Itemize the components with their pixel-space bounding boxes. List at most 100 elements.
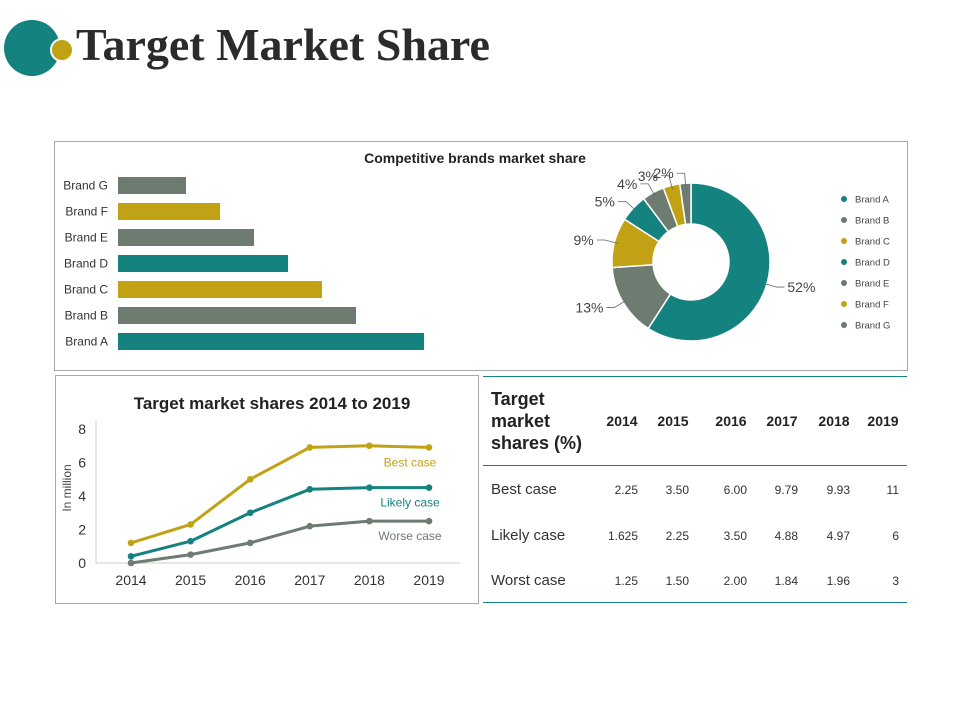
point-best-case-2014	[127, 539, 135, 547]
point-worse-case-2019	[425, 517, 433, 525]
table-bottom-rule	[483, 602, 907, 603]
table-cell: 4.97	[826, 529, 850, 543]
table-cell: 2.25	[665, 529, 689, 543]
donut-leader-brand-e	[640, 183, 656, 197]
bar-label-brand-f: Brand F	[65, 205, 108, 219]
bar-label-brand-b: Brand B	[65, 309, 108, 323]
table-row-label: Likely case	[491, 527, 566, 544]
line-worse-case	[130, 519, 429, 565]
legend-marker-brand-c	[841, 238, 847, 244]
bar-label-brand-g: Brand G	[63, 179, 108, 193]
bar-series: Brand G Brand F Brand E Brand D Brand C Brand…	[63, 177, 424, 350]
y-tick-4: 4	[78, 488, 86, 504]
table-cell: 3.50	[723, 529, 747, 543]
donut-leader-brand-c	[596, 239, 619, 244]
table-year-2016: 2016	[715, 413, 747, 429]
table-cell: 1.625	[607, 529, 638, 543]
point-best-case-2015	[187, 521, 194, 528]
point-worse-case-2017	[306, 522, 314, 530]
donut-legend: Brand A Brand B Brand C Brand D Brand E Brand…	[841, 195, 890, 332]
donut-chart: 52% 13% 9% 5%4%3%2%	[574, 165, 815, 342]
x-tick-2019: 2019	[413, 572, 444, 588]
table-cell: 9.79	[774, 483, 798, 497]
donut-leader-brand-f	[660, 175, 673, 190]
table-year-2019: 2019	[867, 413, 899, 429]
legend-label-brand-b: Brand B	[855, 216, 889, 227]
table-cell: 4.88	[774, 529, 798, 543]
line-best-case	[130, 444, 430, 545]
line-chart-title: Target market shares 2014 to 2019	[134, 394, 411, 413]
y-tick-6: 6	[78, 455, 86, 471]
bar-label-brand-c: Brand C	[64, 283, 108, 297]
donut-value-label-brand-c: 9%	[574, 232, 594, 248]
legend-marker-brand-a	[841, 196, 847, 202]
point-likely-case-2018	[366, 484, 373, 491]
line-chart-panel: Target market shares 2014 to 2019 In mil…	[55, 375, 479, 604]
donut-value-label-brand-a: 52%	[787, 279, 815, 295]
table-cell: 3	[892, 574, 899, 588]
table-cell: 6.00	[723, 483, 747, 497]
table-cell: 1.50	[665, 574, 689, 588]
bar-brand-a	[118, 333, 424, 350]
bar-brand-c	[118, 281, 322, 298]
table-year-2017: 2017	[766, 413, 798, 429]
table-cell: 9.93	[826, 483, 850, 497]
point-likely-case-2015	[187, 537, 194, 545]
series-label-likely-case: Likely case	[380, 496, 440, 510]
y-tick-2: 2	[78, 522, 86, 538]
bar-chart-title: Competitive brands market share	[364, 150, 586, 166]
series-label-worse-case: Worse case	[378, 529, 441, 543]
legend-label-brand-d: Brand D	[855, 258, 890, 269]
table-top-rule	[483, 376, 907, 377]
line-chart: Target market shares 2014 to 2019 In mil…	[60, 394, 460, 588]
point-best-case-2016	[246, 475, 254, 483]
legend-marker-brand-d	[841, 259, 847, 265]
line-likely-case	[130, 486, 429, 558]
point-best-case-2019	[425, 444, 433, 451]
point-worse-case-2018	[366, 517, 373, 525]
legend-marker-brand-b	[841, 217, 847, 223]
donut-value-label-brand-b: 13%	[575, 299, 603, 315]
line-axes: 0 2 4 6 8 2014 2015 2016 2017 2018 2019	[78, 421, 460, 588]
donut-leader-brand-a	[762, 282, 785, 288]
table-cell: 2.00	[723, 574, 747, 588]
table-cell: 6	[892, 529, 899, 543]
bar-brand-f	[118, 203, 220, 220]
x-tick-2015: 2015	[175, 572, 206, 588]
x-tick-2017: 2017	[294, 572, 325, 588]
donut-slice-brand-g	[678, 182, 692, 226]
legend-marker-brand-e	[841, 280, 847, 286]
legend-marker-brand-g	[841, 322, 847, 328]
line-series: Best case Likely case Worse case	[127, 442, 442, 567]
title-decoration-dot	[50, 38, 74, 62]
y-axis-label: In million	[60, 464, 74, 511]
point-worse-case-2015	[187, 551, 194, 558]
table-cell: 1.25	[614, 574, 638, 588]
table-cell: 11	[886, 483, 899, 497]
table-year-2015: 2015	[657, 413, 689, 429]
donut-leader-brand-b	[606, 299, 627, 308]
bar-label-brand-e: Brand E	[65, 231, 108, 245]
legend-label-brand-c: Brand C	[855, 237, 890, 248]
x-tick-2016: 2016	[235, 572, 266, 588]
legend-label-brand-f: Brand F	[855, 300, 889, 311]
table-cell: 1.84	[774, 574, 798, 588]
point-best-case-2018	[366, 442, 373, 450]
point-likely-case-2019	[425, 484, 433, 491]
y-tick-0: 0	[78, 555, 86, 571]
table-header-rule	[483, 465, 907, 466]
brands-chart: Competitive brands market share Brand GB…	[63, 150, 890, 350]
y-tick-8: 8	[78, 421, 86, 437]
donut-leader-brand-g	[676, 172, 687, 188]
point-likely-case-2014	[127, 553, 135, 560]
donut-value-label-brand-f: 3%	[638, 168, 658, 184]
page-title: Target Market Share	[76, 19, 490, 70]
bar-label-brand-d: Brand D	[64, 257, 108, 271]
legend-marker-brand-f	[841, 301, 847, 307]
table-cell: 1.96	[826, 574, 850, 588]
point-likely-case-2017	[306, 486, 314, 493]
table-cell: 2.25	[614, 483, 638, 497]
point-worse-case-2014	[127, 559, 135, 567]
legend-label-brand-a: Brand A	[855, 195, 889, 206]
